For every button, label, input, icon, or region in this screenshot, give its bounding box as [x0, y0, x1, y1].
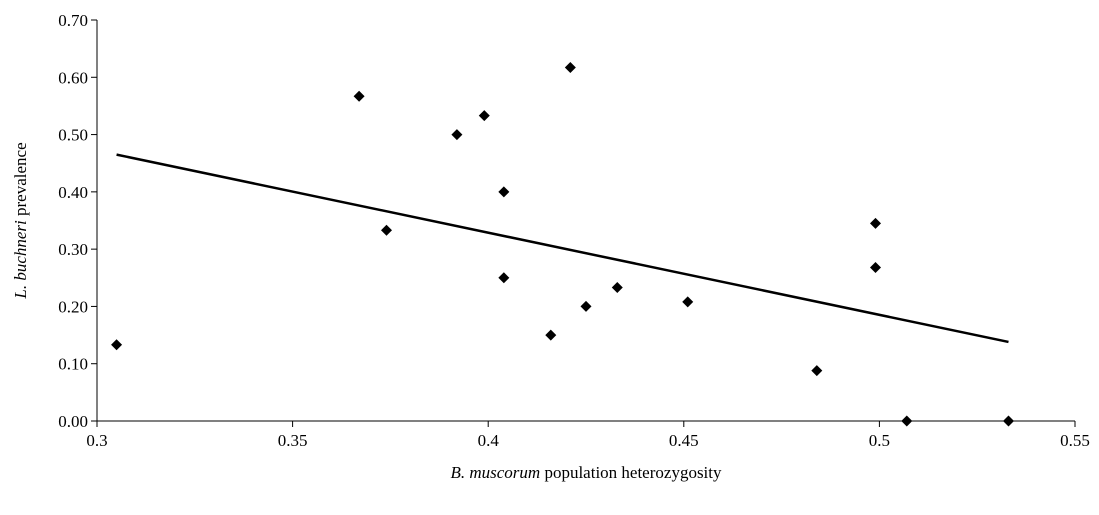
x-axis-label: B. muscorum population heterozygosity [450, 463, 722, 482]
data-point [1002, 415, 1014, 427]
y-tick-label: 0.60 [58, 68, 88, 87]
y-tick-label: 0.10 [58, 355, 88, 374]
x-tick-label: 0.3 [86, 431, 107, 450]
data-point [380, 224, 392, 236]
data-point [564, 62, 576, 74]
data-point [611, 282, 623, 294]
data-point [580, 300, 592, 312]
data-point [869, 217, 881, 229]
y-tick-label: 0.70 [58, 11, 88, 30]
y-axis-label-italic: L. buchneri [11, 220, 30, 300]
x-tick-label: 0.5 [869, 431, 890, 450]
data-point [498, 272, 510, 284]
data-point [111, 339, 123, 351]
x-tick-label: 0.45 [669, 431, 699, 450]
data-point [901, 415, 913, 427]
x-tick-label: 0.4 [478, 431, 500, 450]
data-point [545, 329, 557, 341]
y-axis-label: L. buchneri prevalence [11, 142, 30, 299]
y-tick-label: 0.20 [58, 297, 88, 316]
data-point [498, 186, 510, 198]
x-axis-label-italic: B. muscorum [450, 463, 540, 482]
x-tick-label: 0.55 [1060, 431, 1090, 450]
data-point [811, 365, 823, 377]
data-point [478, 110, 490, 122]
data-point [869, 261, 881, 273]
y-tick-label: 0.40 [58, 183, 88, 202]
x-axis-label-rest: population heterozygosity [540, 463, 722, 482]
y-tick-label: 0.50 [58, 126, 88, 145]
y-axis-ticks: 0.00 0.10 0.20 0.30 0.40 0.50 0.60 0.70 [58, 11, 97, 431]
data-point [451, 129, 463, 141]
y-tick-label: 0.30 [58, 240, 88, 259]
data-point [353, 90, 365, 102]
data-points [111, 62, 1014, 427]
x-tick-label: 0.35 [278, 431, 308, 450]
data-point [682, 296, 694, 308]
trend-line [116, 153, 1009, 344]
y-tick-label: 0.00 [58, 412, 88, 431]
x-axis-ticks: 0.3 0.35 0.4 0.45 0.5 0.55 [86, 421, 1090, 450]
y-axis-label-rest: prevalence [11, 142, 30, 220]
